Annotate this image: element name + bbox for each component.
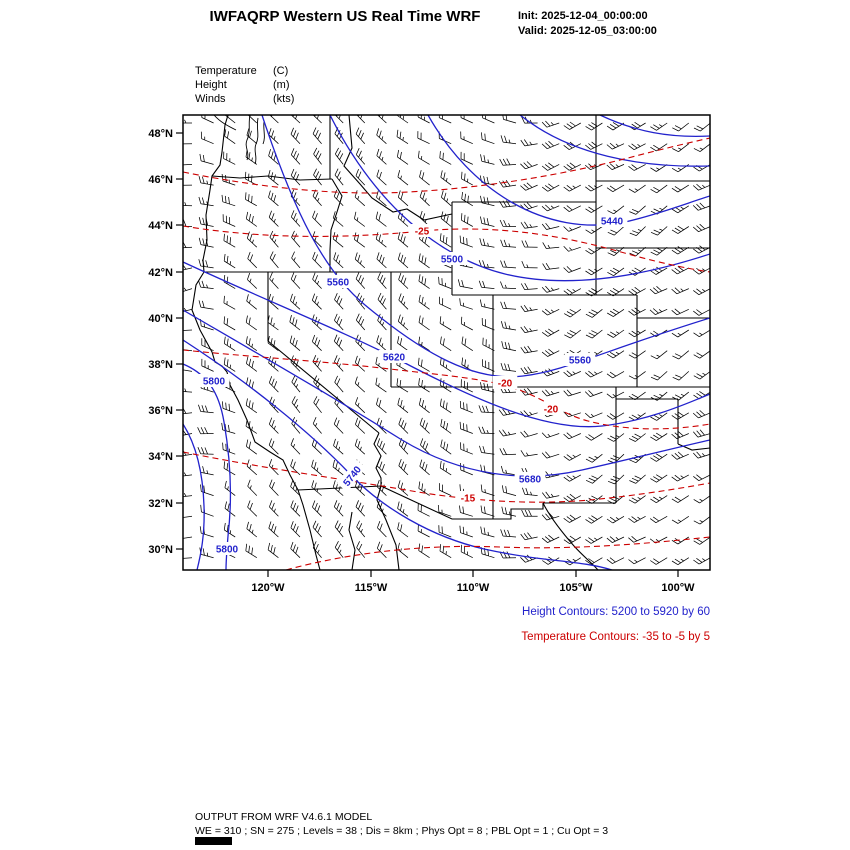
lon-tick-label: 105°W (559, 582, 593, 594)
height-contour-label-box (514, 472, 546, 485)
height-contour (183, 423, 205, 570)
legend-row-winds: Winds (kts) (195, 92, 294, 106)
height-contour-label: 5800 (203, 377, 226, 388)
colorado-river-ca-az (373, 432, 382, 486)
lat-tick-label: 38°N (148, 359, 173, 371)
height-contour-label: 5500 (441, 255, 464, 266)
valid-time: Valid: 2025-12-05_03:00:00 (518, 25, 657, 37)
height-contour-label-box (322, 275, 354, 288)
height-contour-label-box (378, 350, 410, 363)
temperature-contour (285, 536, 710, 570)
legend-winds-name: Winds (195, 93, 226, 105)
init-time: Init: 2025-12-04_00:00:00 (518, 10, 648, 22)
height-contour-label-box (337, 459, 367, 492)
height-contour-label: 5680 (519, 475, 542, 486)
temperature-contour-label-box (409, 224, 435, 237)
height-contour-label: 5560 (569, 356, 592, 367)
lon-tick-label: 115°W (355, 582, 388, 594)
legend-temperature-name: Temperature (195, 65, 257, 77)
temperature-contour (183, 451, 710, 503)
legend-winds-unit: (kts) (273, 93, 295, 105)
height-contour-label-box (198, 374, 230, 387)
rio-grande (542, 502, 599, 570)
map-borders-layer (191, 115, 710, 570)
height-contour (183, 261, 710, 428)
height-contour (599, 115, 710, 137)
contour-labels-layer: 544055005560556056205680574058005800-25-… (198, 214, 628, 556)
height-contour-label-box (596, 214, 628, 227)
lat-tick-label: 30°N (148, 544, 173, 556)
wind-barbs-layer (183, 115, 710, 566)
height-contours-layer (183, 115, 710, 570)
legend-row-height: Height (m) (195, 78, 294, 92)
state-border-id-mt (343, 115, 453, 221)
puget-sound-inlets (213, 115, 265, 165)
footer-black-bar (195, 837, 232, 845)
state-border-ca-nv (267, 272, 380, 434)
height-contour-label: 5440 (601, 217, 624, 228)
lat-tick-label: 32°N (148, 498, 173, 510)
border-mexico-nm-az (380, 485, 544, 520)
map-frame (182, 114, 711, 571)
temperature-contour-label: -20 (544, 405, 559, 416)
border-ca-mexico (297, 485, 382, 491)
run-times: Init: 2025-12-04_00:00:00 Valid: 2025-12… (518, 9, 657, 39)
footer-line1: OUTPUT FROM WRF V4.6.1 MODEL (195, 811, 373, 823)
state-border-wa-or (211, 175, 333, 181)
red-river (677, 443, 710, 451)
page-title: IWFAQRP Western US Real Time WRF (209, 8, 481, 25)
lon-tick-label: 110°W (457, 582, 490, 594)
temperature-contour-label-box (492, 376, 518, 389)
temperature-contour-label-box (455, 491, 481, 504)
axis-ticks-layer (176, 132, 679, 577)
lat-tick-label: 34°N (148, 451, 173, 463)
lat-tick-label: 42°N (148, 267, 173, 279)
height-contour (329, 115, 710, 282)
temperature-contour (183, 225, 710, 273)
height-contour-label: 5620 (383, 353, 406, 364)
field-legend: Temperature (C) Height (m) Winds (kts) (195, 64, 294, 106)
legend-height-unit: (m) (273, 79, 290, 91)
lat-tick-label: 40°N (148, 313, 173, 325)
temperature-contour-label: -15 (461, 494, 476, 505)
map-plot: 544055005560556056205680574058005800-25-… (148, 114, 711, 594)
height-contour (183, 339, 613, 570)
legend-height-name: Height (195, 79, 227, 91)
height-contour-label-box (564, 353, 596, 366)
legend-temperature-unit: (C) (273, 65, 289, 77)
state-border-or-id-snake (329, 178, 343, 272)
model-footer: OUTPUT FROM WRF V4.6.1 MODEL WE = 310 ; … (195, 810, 608, 838)
gulf-of-california-baja (348, 511, 356, 570)
temperature-contour-label: -25 (415, 227, 430, 238)
height-contour (183, 309, 710, 477)
height-contour (183, 363, 231, 570)
temperature-contours-layer (183, 137, 710, 570)
axis-labels-layer: 48°N 46°N 44°N 42°N 40°N 38°N 36°N 34°N 32°N 30°N… (148, 128, 695, 594)
wind-barbs (183, 115, 710, 566)
footer-line2: WE = 310 ; SN = 275 ; Levels = 38 ; Dis … (195, 825, 609, 837)
height-contour (427, 115, 710, 226)
height-contour-label-box (211, 542, 243, 555)
lat-tick-label: 48°N (148, 128, 173, 140)
lat-tick-label: 44°N (148, 220, 173, 232)
gulf-of-california-sonora (376, 485, 400, 570)
lat-tick-label: 46°N (148, 174, 173, 186)
pacific-coastline (191, 115, 321, 570)
height-contour-caption: Height Contours: 5200 to 5920 by 60 (522, 606, 710, 618)
temperature-contour-label: -20 (498, 379, 513, 390)
legend-row-temperature: Temperature (C) (195, 64, 294, 78)
lon-tick-label: 100°W (661, 582, 695, 594)
height-contour-label: 5560 (327, 278, 350, 289)
temperature-contour-caption: Temperature Contours: -35 to -5 by 5 (521, 631, 710, 643)
lat-tick-label: 36°N (148, 405, 173, 417)
height-contour-label: 5800 (216, 545, 239, 556)
height-contour-label-box (436, 252, 468, 265)
temperature-contour (183, 137, 710, 194)
temperature-contour-label-box (538, 402, 564, 415)
height-contour (519, 115, 710, 167)
lon-tick-label: 120°W (251, 582, 285, 594)
